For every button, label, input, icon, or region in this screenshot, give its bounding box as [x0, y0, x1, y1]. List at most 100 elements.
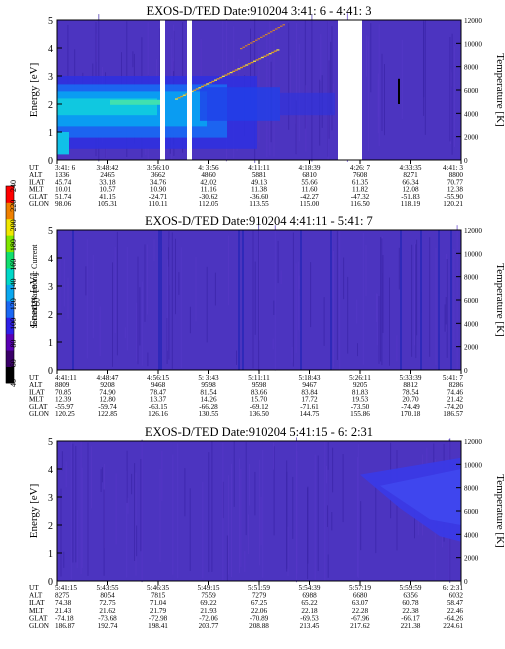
orbit-row-value: 22.46 [447, 607, 464, 615]
orbit-row-value: 11.60 [302, 186, 318, 194]
orbit-row-value: -71.61 [300, 403, 319, 411]
orbit-row-value: 122.85 [98, 410, 118, 418]
y2-tick-label: 4000 [464, 320, 479, 328]
orbit-row-value: 113.55 [249, 200, 269, 208]
orbit-row-value: -74.18 [55, 614, 74, 622]
orbit-row-value: 5:33:39 [400, 374, 422, 382]
orbit-row-value: -36.60 [250, 193, 269, 201]
orbit-row-value: 19.53 [352, 396, 369, 404]
orbit-row-value: 8275 [55, 592, 70, 600]
orbit-row-value: 7815 [151, 592, 166, 600]
orbit-row-value: 49.13 [251, 178, 268, 186]
ion-energy-band [57, 76, 335, 155]
orbit-row-value: 4:33:35 [400, 164, 422, 172]
orbit-row-value: -51.83 [401, 193, 420, 201]
orbit-row-value: 70.85 [55, 388, 72, 396]
vertical-striations [72, 230, 452, 370]
y-tick-label: 0 [48, 366, 53, 377]
orbit-row-value: 71.04 [150, 599, 167, 607]
orbit-row-label: ILAT [29, 178, 45, 186]
energy-axis-label: Energy [eV] [28, 484, 40, 538]
panel-title: EXOS-D/TED Date:910204 4:41:11 - 5:41: 7 [145, 214, 373, 228]
colorbar-tick-label: 180 [9, 239, 18, 251]
y-tick-label: 1 [48, 549, 53, 560]
orbit-row-value: 17.72 [301, 396, 318, 404]
orbit-row-value: 58.47 [447, 599, 464, 607]
orbit-row-value: 4:26: 7 [350, 164, 371, 172]
orbit-row-value: 126.16 [148, 410, 168, 418]
y2-tick-label: 4000 [464, 110, 479, 118]
data-gap [338, 20, 362, 160]
orbit-row-value: 144.75 [300, 410, 320, 418]
energy-axis-label: Energy [eV] [28, 63, 40, 117]
orbit-row-value: -55.90 [444, 193, 463, 201]
orbit-row-value: 10.01 [55, 186, 72, 194]
y-tick-label: 0 [48, 577, 53, 588]
orbit-row-value: 8286 [449, 381, 464, 389]
orbit-row-value: 9598 [201, 381, 216, 389]
orbit-row-label: GLON [29, 200, 50, 208]
orbit-row-value: 34.76 [150, 178, 167, 186]
orbit-row-value: 9205 [353, 381, 368, 389]
orbit-row-value: 81.83 [352, 388, 369, 396]
data-gap [187, 20, 192, 160]
spike-mark [398, 78, 400, 104]
orbit-row-value: 5: 3:43 [198, 374, 219, 382]
orbit-row-label: ILAT [29, 599, 45, 607]
y2-tick-label: 8000 [464, 274, 479, 282]
colorbar-tick-label: 120 [9, 298, 18, 310]
y2-tick-label: 12000 [464, 227, 482, 235]
panel-title: EXOS-D/TED Date:910204 5:41:15 - 6: 2:31 [145, 425, 373, 439]
orbit-row-value: 6356 [403, 592, 418, 600]
orbit-row-value: 66.34 [402, 178, 419, 186]
orbit-row-value: 6988 [302, 592, 317, 600]
orbit-row-value: 5:51:59 [248, 584, 270, 592]
y2-tick-label: 0 [464, 578, 468, 586]
colorbar-swatch [6, 235, 14, 253]
y2-tick-label: 0 [464, 157, 468, 165]
orbit-row-label: ALT [29, 592, 43, 600]
orbit-row-value: 4:41:11 [55, 374, 77, 382]
orbit-row-value: 74.46 [447, 388, 464, 396]
y-tick-label: 4 [48, 254, 53, 265]
orbit-row-value: 22.18 [301, 607, 318, 615]
panel-2 [56, 222, 462, 374]
orbit-row-value: 11.38 [251, 186, 267, 194]
orbit-row-value: 45.74 [55, 178, 72, 186]
orbit-row-value: 6680 [353, 592, 368, 600]
temperature-axis-label: Temperature [K] [494, 474, 505, 547]
y-tick-label: 2 [48, 100, 53, 111]
orbit-row-value: 192.74 [98, 622, 118, 630]
orbit-row-value: 6: 2:31 [443, 584, 464, 592]
orbit-row-label: ILAT [29, 388, 45, 396]
orbit-row-value: -67.96 [351, 614, 370, 622]
orbit-row-value: 65.22 [301, 599, 318, 607]
orbit-row-value: 74.90 [99, 388, 116, 396]
orbit-row-value: 10.57 [99, 186, 116, 194]
colorbar-swatch [6, 366, 14, 384]
energy-axis-label: Energy [eV] [28, 273, 40, 327]
orbit-row-value: 6032 [449, 592, 464, 600]
orbit-row-value: 5:43:55 [97, 584, 119, 592]
colorbar-frame [5, 185, 15, 384]
orbit-row-value: -73.68 [98, 614, 117, 622]
colorbar-tick-label: 220 [9, 200, 18, 212]
orbit-row-value: 2465 [100, 171, 115, 179]
orbit-row-value: 4:18:39 [299, 164, 321, 172]
panel-1 [56, 13, 462, 164]
orbit-row-value: 4:48:47 [97, 374, 119, 382]
y2-tick-label: 2000 [464, 344, 479, 352]
orbit-row-value: 21.43 [55, 607, 72, 615]
orbit-row-value: 41.15 [99, 193, 116, 201]
panel-title: EXOS-D/TED Date:910204 3:41: 6 - 4:41: 3 [147, 4, 372, 18]
orbit-row-value: 74.38 [55, 599, 72, 607]
panel-3 [56, 437, 462, 585]
y2-tick-label: 6000 [464, 508, 479, 516]
orbit-row-value: 155.86 [350, 410, 370, 418]
orbit-row-value: 3:56:10 [147, 164, 169, 172]
orbit-row-label: MLT [29, 396, 44, 404]
orbit-row-value: 3:48:42 [97, 164, 119, 172]
orbit-row-label: MLT [29, 186, 44, 194]
orbit-row-value: 15.70 [251, 396, 268, 404]
orbit-row-value: -55.97 [55, 403, 74, 411]
